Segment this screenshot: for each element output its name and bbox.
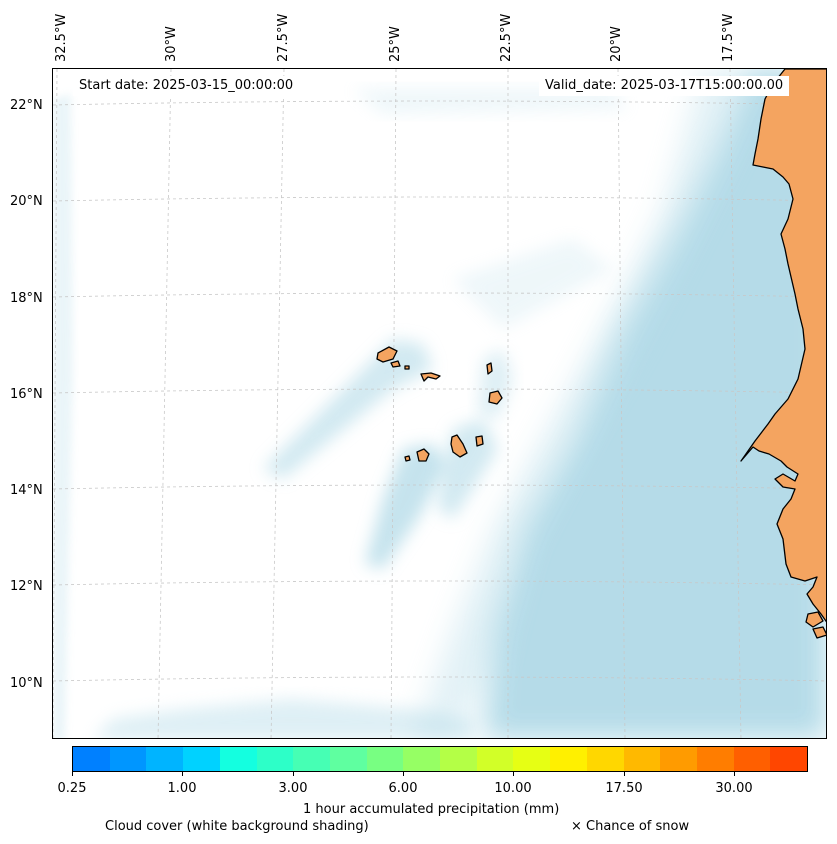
colorbar-swatch-4 <box>219 747 257 771</box>
cloud-streak-central <box>438 419 498 519</box>
island-santo-antao <box>376 346 398 363</box>
gridline-lon-17-5 <box>729 69 742 738</box>
colorbar-tickmark <box>182 772 183 776</box>
lat-label-18n: 18°N <box>10 291 43 306</box>
cloud-streak-south-islands <box>365 444 448 569</box>
precipitation-colorbar <box>72 746 808 772</box>
lon-label-22-5w: 22.5°W <box>499 13 514 62</box>
colorbar-swatch-19 <box>770 747 808 771</box>
bijagos-island-1 <box>805 611 824 628</box>
colorbar-swatch-15 <box>623 747 661 771</box>
gridline-lon-20 <box>617 69 626 738</box>
island-santa-luzia <box>404 365 410 370</box>
colorbar-swatch-9 <box>403 747 441 771</box>
colorbar-swatch-10 <box>440 747 477 771</box>
gridline-lat-18 <box>53 292 826 298</box>
colorbar-tickmark <box>72 772 73 776</box>
colorbar-tick-label: 3.00 <box>278 781 308 796</box>
map-canvas <box>53 69 826 738</box>
colorbar-tick-label: 17.50 <box>605 781 643 796</box>
valid-date-label: Valid_date: 2025-03-17T15:00:00.00 <box>539 76 790 96</box>
colorbar-swatch-0 <box>73 747 110 771</box>
colorbar-swatch-16 <box>660 747 697 771</box>
lon-label-32-5w: 32.5°W <box>54 13 69 62</box>
island-sao-nicolau <box>420 372 441 382</box>
gridline-lon-27-5 <box>270 69 285 738</box>
cloud-patch-southwest <box>94 699 473 738</box>
island-santiago <box>450 434 468 458</box>
colorbar-tickmark <box>293 772 294 776</box>
gridline-lon-32-5 <box>53 69 58 738</box>
colorbar-swatch-14 <box>586 747 624 771</box>
lat-label-20n: 20°N <box>10 194 43 209</box>
cloud-cover-layer <box>53 69 826 738</box>
land-layer <box>376 69 826 639</box>
map-frame <box>52 68 827 739</box>
gridline-lat-22 <box>53 100 826 106</box>
island-sao-vicente <box>390 360 401 368</box>
gridline-lat-16 <box>53 388 826 394</box>
colorbar-swatch-3 <box>183 747 220 771</box>
colorbar-swatch-17 <box>696 747 734 771</box>
cloud-patch-northwest <box>53 94 73 738</box>
colorbar-swatch-18 <box>733 747 771 771</box>
colorbar-tickmark <box>734 772 735 776</box>
colorbar-swatch-1 <box>109 747 147 771</box>
colorbar-swatch-6 <box>293 747 330 771</box>
island-brava <box>404 455 411 462</box>
lon-label-20w: 20°W <box>609 26 624 62</box>
island-fogo <box>416 448 430 462</box>
colorbar-swatch-2 <box>146 747 184 771</box>
start-date-label: Start date: 2025-03-15_00:00:00 <box>73 76 300 96</box>
colorbar-swatch-13 <box>550 747 587 771</box>
colorbar-tick-label: 1.00 <box>167 781 197 796</box>
lat-label-12n: 12°N <box>10 579 43 594</box>
lat-label-16n: 16°N <box>10 387 43 402</box>
cloud-band-outer <box>413 69 773 738</box>
cloud-streak-north-islands <box>263 339 433 479</box>
gridline-lat-20 <box>53 196 826 202</box>
cloud-band-coastal <box>483 69 826 738</box>
colorbar-tick-label: 0.25 <box>57 781 87 796</box>
gridline-lat-12 <box>53 580 826 586</box>
gridline-lat-10 <box>53 676 826 682</box>
colorbar-swatch-8 <box>366 747 404 771</box>
island-maio <box>475 435 484 447</box>
gridline-lon-30 <box>157 69 172 738</box>
african-mainland <box>740 69 826 623</box>
graticule <box>53 69 826 738</box>
snow-chance-note: × Chance of snow <box>571 819 690 834</box>
gridline-lat-14 <box>53 484 826 490</box>
colorbar-tick-label: 6.00 <box>388 781 418 796</box>
cloud-patch-central-faint <box>453 239 613 329</box>
island-boa-vista <box>488 390 503 405</box>
cloud-cover-note: Cloud cover (white background shading) <box>105 819 369 834</box>
lon-label-25w: 25°W <box>388 26 403 62</box>
lat-label-10n: 10°N <box>10 676 43 691</box>
colorbar-tickmark <box>403 772 404 776</box>
colorbar-swatch-5 <box>256 747 294 771</box>
gridline-lon-25 <box>390 69 397 738</box>
colorbar-label: 1 hour accumulated precipitation (mm) <box>303 802 560 817</box>
colorbar-swatch-7 <box>329 747 367 771</box>
bijagos-island-2 <box>812 626 826 639</box>
colorbar-tick-label: 10.00 <box>494 781 532 796</box>
colorbar-tickmark <box>513 772 514 776</box>
lon-label-27-5w: 27.5°W <box>276 13 291 62</box>
lat-label-14n: 14°N <box>10 483 43 498</box>
colorbar-tickmark <box>624 772 625 776</box>
lat-label-22n: 22°N <box>10 98 43 113</box>
colorbar-swatch-11 <box>476 747 514 771</box>
island-sal <box>486 362 493 375</box>
colorbar-swatch-12 <box>513 747 551 771</box>
colorbar-tick-label: 30.00 <box>715 781 753 796</box>
lon-label-17-5w: 17.5°W <box>721 13 736 62</box>
lon-label-30w: 30°W <box>164 26 179 62</box>
